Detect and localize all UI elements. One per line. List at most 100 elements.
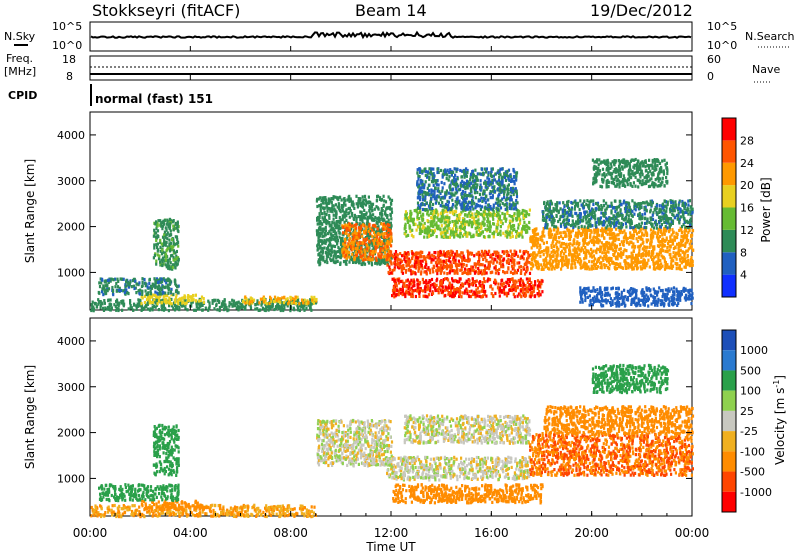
heatmap-cell [523, 209, 526, 213]
heatmap-cell [473, 221, 476, 225]
heatmap-cell [511, 256, 514, 260]
heatmap-cell [148, 282, 151, 286]
heatmap-cell [421, 289, 425, 293]
heatmap-cell [394, 288, 397, 292]
heatmap-cell [186, 295, 190, 299]
heatmap-cell [107, 298, 110, 302]
heatmap-cell [342, 214, 345, 218]
heatmap-cell [338, 203, 341, 207]
heatmap-cell [477, 260, 480, 264]
heatmap-cell [517, 226, 520, 230]
heatmap-cell [229, 302, 232, 306]
heatmap-cell [418, 170, 422, 174]
heatmap-cell [352, 247, 355, 251]
heatmap-cell [107, 287, 111, 291]
heatmap-cell [174, 235, 177, 239]
heatmap-cell [163, 306, 166, 310]
heatmap-cell [344, 238, 347, 242]
heatmap-cell [192, 293, 195, 298]
heatmap-cell [152, 293, 155, 297]
heatmap-cell [353, 258, 356, 262]
heatmap-cell [423, 255, 426, 259]
heatmap-cell [298, 302, 301, 306]
heatmap-cell [404, 213, 407, 217]
heatmap-cell [488, 249, 491, 253]
heatmap-cell [268, 301, 271, 306]
heatmap-cell [443, 210, 446, 214]
heatmap-cell [322, 196, 326, 200]
heatmap-cell [160, 258, 163, 262]
heatmap-cell [642, 266, 645, 270]
heatmap-cell [323, 206, 326, 210]
heatmap-cell [441, 289, 445, 293]
heatmap-cell [462, 209, 465, 213]
heatmap-cell [316, 204, 319, 209]
heatmap-cell [317, 258, 320, 262]
heatmap-cell [343, 243, 346, 247]
heatmap-cell [480, 167, 484, 171]
heatmap-cell [128, 283, 131, 287]
heatmap-cell [322, 241, 325, 245]
heatmap-cell [398, 266, 401, 270]
heatmap-cell [421, 266, 424, 270]
heatmap-cell [501, 201, 504, 206]
heatmap-cell [404, 222, 407, 226]
heatmap-cell [344, 199, 347, 203]
heatmap-cell [496, 181, 499, 185]
heatmap-cell [325, 204, 328, 208]
heatmap-cell [162, 258, 165, 262]
heatmap-cell [436, 265, 439, 270]
heatmap-cell [448, 251, 451, 255]
heatmap-cell [169, 261, 172, 265]
heatmap-cell [159, 245, 162, 249]
heatmap-cell [409, 209, 412, 213]
heatmap-cell [359, 228, 362, 232]
heatmap-cell [418, 184, 421, 188]
heatmap-cell [514, 269, 517, 273]
heatmap-cell [416, 286, 419, 290]
heatmap-cell [468, 279, 471, 283]
heatmap-cell [500, 220, 503, 224]
heatmap-cell [524, 287, 527, 291]
heatmap-cell [278, 297, 281, 301]
heatmap-cell [504, 175, 507, 180]
heatmap-cell [603, 265, 606, 270]
heatmap-cell [463, 289, 467, 293]
heatmap-cell [100, 281, 103, 285]
heatmap-cell [632, 243, 635, 247]
heatmap-cell [492, 222, 496, 226]
heatmap-cell [397, 293, 400, 297]
heatmap-cell [515, 199, 518, 203]
heatmap-cell [353, 256, 357, 260]
heatmap-cell [525, 249, 528, 254]
heatmap-cell [377, 241, 380, 245]
heatmap-cell [443, 234, 446, 238]
heatmap-cell [510, 207, 513, 211]
heatmap-cell [476, 178, 479, 182]
heatmap-cell [509, 230, 512, 234]
heatmap-cell [489, 180, 492, 184]
heatmap-cell [484, 201, 487, 205]
heatmap-cell [335, 231, 338, 235]
heatmap-cell [413, 262, 416, 266]
heatmap-cell [160, 301, 163, 305]
heatmap-cell [390, 232, 393, 236]
heatmap-cell [483, 189, 486, 193]
heatmap-cell [507, 197, 510, 201]
heatmap-cell [167, 225, 170, 229]
heatmap-cell [529, 239, 532, 243]
heatmap-cell [473, 290, 476, 294]
heatmap-cell [463, 225, 466, 229]
heatmap-cell [404, 210, 408, 214]
heatmap-cell [503, 214, 506, 218]
heatmap-cell [468, 184, 471, 188]
heatmap-cell [198, 304, 201, 308]
heatmap-cell [91, 300, 94, 304]
heatmap-cell [426, 175, 429, 179]
heatmap-cell [512, 271, 515, 276]
heatmap-cell [333, 221, 336, 225]
heatmap-cell [262, 297, 265, 301]
heatmap-cell [341, 218, 344, 222]
heatmap-cell [267, 308, 270, 312]
heatmap-cell [287, 302, 290, 306]
